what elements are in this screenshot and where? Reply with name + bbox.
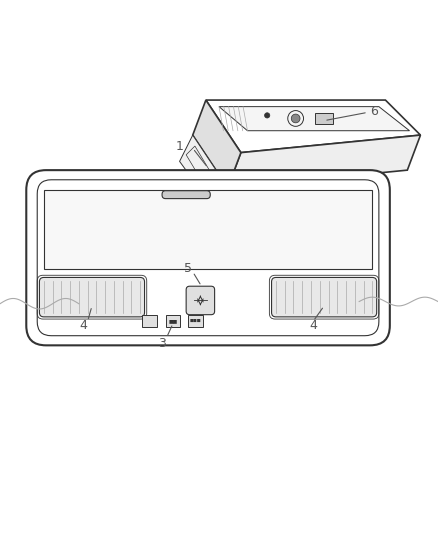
Text: 4: 4: [309, 319, 317, 332]
Bar: [188, 316, 203, 327]
FancyBboxPatch shape: [186, 286, 215, 314]
Text: 6: 6: [371, 104, 378, 117]
Bar: [142, 316, 157, 327]
Circle shape: [265, 113, 270, 118]
FancyBboxPatch shape: [39, 278, 145, 317]
Bar: [315, 113, 333, 124]
Bar: [166, 316, 180, 327]
Polygon shape: [193, 100, 241, 188]
Text: 1: 1: [176, 140, 184, 152]
Text: ■■■: ■■■: [190, 319, 201, 323]
Polygon shape: [219, 107, 410, 131]
Polygon shape: [228, 135, 420, 188]
Text: 4: 4: [79, 319, 87, 332]
Text: 5: 5: [184, 262, 192, 275]
FancyBboxPatch shape: [272, 278, 377, 317]
Polygon shape: [180, 135, 228, 209]
Circle shape: [291, 114, 300, 123]
Bar: [44, 190, 372, 269]
Text: 3: 3: [158, 337, 166, 350]
Text: ■■: ■■: [168, 319, 177, 324]
FancyBboxPatch shape: [162, 191, 210, 199]
FancyBboxPatch shape: [26, 170, 390, 345]
